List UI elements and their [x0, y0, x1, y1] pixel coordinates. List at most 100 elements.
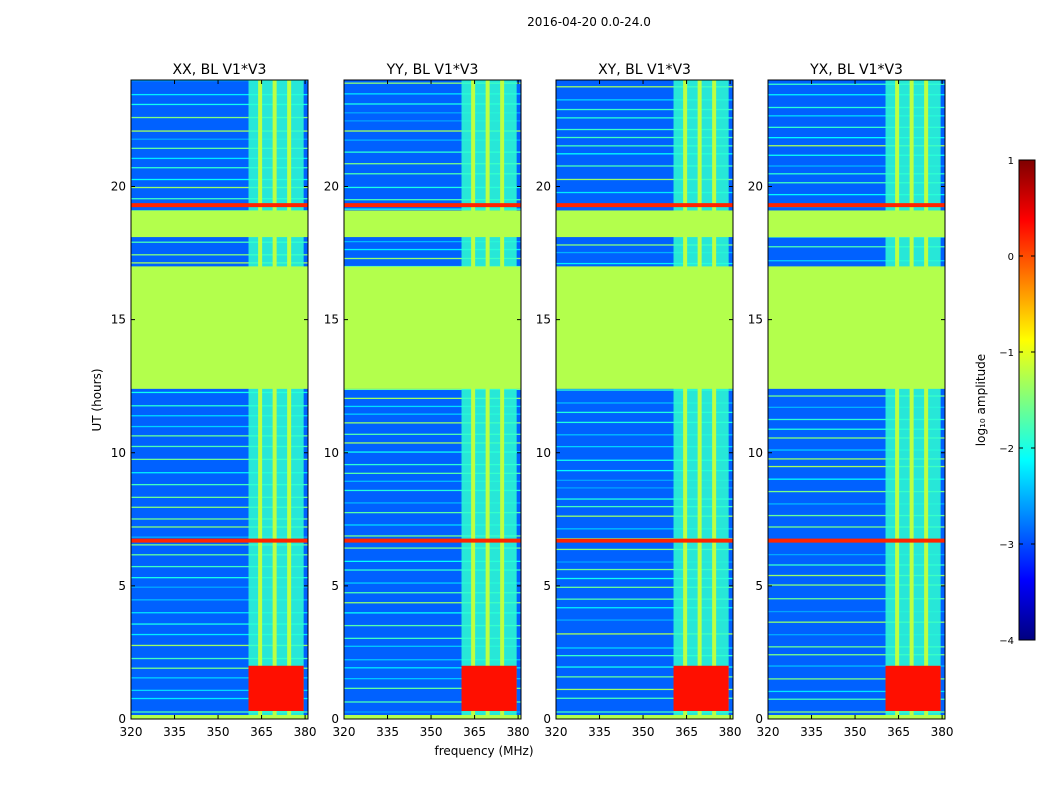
- time-stripe: [344, 82, 521, 84]
- colorbar-tick-label: −3: [999, 540, 1014, 551]
- time-stripe: [556, 411, 733, 414]
- time-stripe: [344, 208, 521, 210]
- time-stripe: [768, 246, 945, 248]
- panel-frame: [343, 79, 522, 720]
- time-stripe: [556, 688, 733, 691]
- time-stripe: [768, 126, 945, 128]
- time-stripe: [131, 506, 308, 508]
- time-stripe: [556, 459, 733, 461]
- time-stripe: [344, 103, 521, 105]
- time-stripe: [344, 502, 521, 504]
- time-stripe: [556, 262, 733, 265]
- strong-line: [556, 203, 733, 208]
- y-tick-label: 15: [324, 313, 339, 327]
- time-stripe: [768, 428, 945, 430]
- time-stripe: [344, 240, 521, 243]
- strong-line: [131, 538, 308, 543]
- colorbar-tick-label: 0: [1008, 252, 1014, 263]
- time-stripe: [768, 678, 945, 680]
- time-stripe: [344, 701, 521, 703]
- time-stripe: [768, 83, 945, 85]
- time-stripe: [131, 167, 308, 169]
- x-tick-label: 365: [463, 725, 486, 739]
- time-stripe: [768, 458, 945, 460]
- rfi-channel: [471, 80, 476, 719]
- colorbar-tick-label: −2: [999, 444, 1014, 455]
- panel-3: XY, BL V1*V3 320 335 350 365 380 0 5 10 15 20: [536, 62, 742, 739]
- time-stripe: [768, 610, 945, 613]
- rfi-channel: [909, 80, 914, 719]
- time-stripe: [344, 120, 521, 122]
- panel-1: XX, BL V1*V3 320 335 350 365 380 0 5 10 15 20: [111, 62, 317, 739]
- time-stripe: [344, 480, 521, 482]
- time-stripe: [131, 633, 308, 636]
- time-stripe: [768, 646, 945, 648]
- time-stripe: [344, 711, 521, 713]
- x-tick-label: 335: [588, 725, 611, 739]
- time-stripe: [768, 665, 945, 667]
- y-tick-label: 15: [748, 313, 763, 327]
- y-tick-label: 15: [111, 313, 126, 327]
- time-stripe: [131, 435, 308, 437]
- time-stripe: [768, 395, 945, 397]
- time-stripe: [768, 145, 945, 147]
- time-stripe: [556, 568, 733, 571]
- time-stripe: [344, 637, 521, 640]
- panel-frame: [767, 79, 946, 720]
- y-tick-label: 10: [536, 446, 551, 460]
- strong-line: [768, 203, 945, 208]
- time-stripe: [131, 80, 308, 82]
- time-stripe: [556, 165, 733, 167]
- strong-line: [344, 538, 521, 543]
- y-tick-label: 5: [118, 579, 126, 593]
- time-stripe: [131, 599, 308, 601]
- time-stripe: [768, 598, 945, 600]
- time-stripe: [344, 602, 521, 604]
- strong-line: [131, 203, 308, 208]
- flagged-region: [344, 210, 521, 238]
- time-stripe: [556, 153, 733, 155]
- flagged-region: [131, 266, 308, 389]
- time-stripe: [344, 433, 521, 435]
- time-stripe: [131, 577, 308, 579]
- time-stripe: [344, 163, 521, 165]
- flagged-region: [768, 266, 945, 389]
- time-stripe: [131, 157, 308, 160]
- time-stripe: [131, 657, 308, 660]
- y-tick-label: 20: [324, 180, 339, 194]
- rfi-channel: [272, 80, 277, 719]
- time-stripe: [344, 463, 521, 466]
- y-tick-label: 20: [111, 180, 126, 194]
- time-stripe: [131, 554, 308, 556]
- flagged-region: [131, 210, 308, 238]
- x-tick-label: 320: [757, 725, 780, 739]
- time-stripe: [131, 445, 308, 448]
- time-stripe: [768, 465, 945, 468]
- time-stripe: [768, 654, 945, 656]
- time-stripe: [344, 511, 521, 514]
- time-stripe: [556, 598, 733, 600]
- time-stripe: [556, 487, 733, 489]
- y-tick-label: 0: [543, 712, 551, 726]
- time-stripe: [556, 548, 733, 551]
- time-stripe: [556, 561, 733, 563]
- burst-region: [885, 665, 941, 712]
- x-tick-label: 380: [719, 725, 742, 739]
- burst-region: [248, 665, 304, 712]
- colorbar-tick-label: −1: [999, 348, 1014, 359]
- time-stripe: [556, 479, 733, 481]
- time-stripe: [131, 147, 308, 149]
- x-axis-label: frequency (MHz): [434, 744, 533, 758]
- time-stripe: [131, 391, 308, 394]
- time-stripe: [556, 421, 733, 424]
- time-stripe: [768, 478, 945, 480]
- time-stripe: [344, 612, 521, 614]
- x-tick-label: 350: [632, 725, 655, 739]
- time-stripe: [556, 445, 733, 448]
- y-tick-label: 0: [331, 712, 339, 726]
- time-stripe: [556, 117, 733, 119]
- time-stripe: [556, 251, 733, 254]
- strong-line: [768, 538, 945, 543]
- time-stripe: [344, 667, 521, 669]
- flagged-region: [556, 266, 733, 389]
